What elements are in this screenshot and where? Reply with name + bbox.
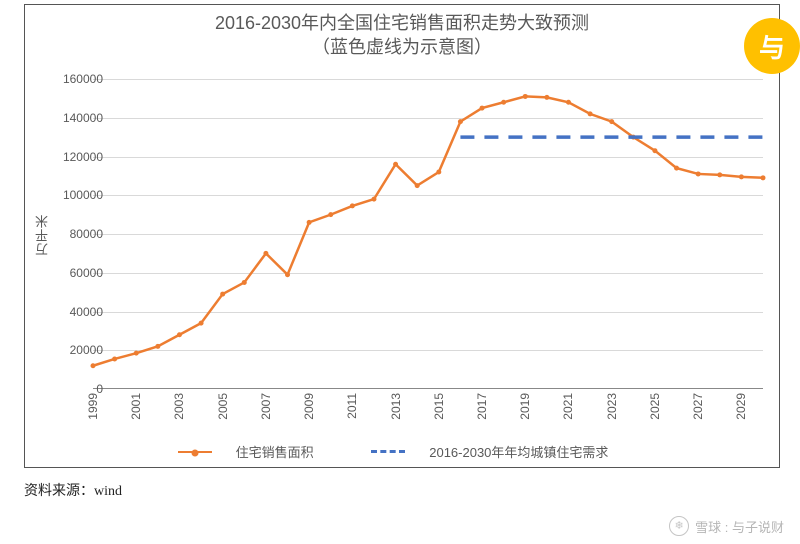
data-marker: [717, 172, 722, 177]
x-tick-label: 2001: [129, 393, 143, 420]
x-tick-label: 2009: [302, 393, 316, 420]
legend-label-demand: 2016-2030年年均城镇住宅需求: [429, 442, 608, 461]
chart-title: 2016-2030年内全国住宅销售面积走势大致预测 （蓝色虚线为示意图）: [25, 11, 779, 60]
x-tick-label: 2011: [345, 393, 359, 419]
x-tick-label: 2003: [172, 393, 186, 420]
source-label: 资料来源：wind: [24, 480, 122, 500]
legend-item-sales: 住宅销售面积: [178, 442, 332, 461]
y-tick-label: 100000: [63, 188, 103, 202]
data-marker: [609, 119, 614, 124]
x-tick-label: 2015: [432, 393, 446, 420]
y-tick-label: 20000: [70, 343, 103, 357]
data-marker: [739, 174, 744, 179]
data-marker: [177, 332, 182, 337]
data-marker: [480, 106, 485, 111]
y-tick-label: 160000: [63, 72, 103, 86]
data-marker: [91, 363, 96, 368]
data-marker: [155, 344, 160, 349]
x-tick-label: 2029: [734, 393, 748, 420]
legend-label-sales: 住宅销售面积: [236, 442, 314, 461]
data-marker: [436, 170, 441, 175]
x-tick-label: 2013: [389, 393, 403, 420]
title-line-2: （蓝色虚线为示意图）: [25, 35, 779, 59]
data-marker: [761, 175, 766, 180]
x-axis-line: [93, 388, 763, 389]
data-marker: [112, 356, 117, 361]
y-tick-label: 140000: [63, 111, 103, 125]
x-tick-label: 2025: [648, 393, 662, 420]
data-marker: [263, 251, 268, 256]
snowball-icon: [669, 516, 689, 536]
data-marker: [566, 100, 571, 105]
brand-badge: 与: [744, 18, 800, 74]
plot-area: [93, 79, 763, 389]
data-marker: [652, 148, 657, 153]
legend: 住宅销售面积 2016-2030年年均城镇住宅需求: [25, 441, 779, 462]
data-marker: [307, 220, 312, 225]
data-marker: [220, 292, 225, 297]
data-marker: [674, 166, 679, 171]
data-marker: [588, 111, 593, 116]
legend-swatch-sales: [178, 451, 212, 453]
x-tick-label: 2005: [216, 393, 230, 420]
title-line-1: 2016-2030年内全国住宅销售面积走势大致预测: [25, 11, 779, 35]
x-tick-label: 2017: [475, 393, 489, 420]
legend-swatch-demand: [371, 450, 405, 453]
data-marker: [501, 100, 506, 105]
watermark: 雪球 : 与子说财: [669, 516, 784, 536]
x-tick-label: 2019: [518, 393, 532, 420]
data-marker: [285, 272, 290, 277]
data-marker: [371, 197, 376, 202]
data-marker: [523, 94, 528, 99]
y-tick-label: 120000: [63, 150, 103, 164]
y-axis-label: 万平米: [33, 214, 52, 256]
data-marker: [415, 183, 420, 188]
watermark-text: 雪球 : 与子说财: [695, 517, 784, 536]
data-marker: [696, 171, 701, 176]
legend-item-demand: 2016-2030年年均城镇住宅需求: [371, 442, 626, 461]
y-tick-label: 80000: [70, 227, 103, 241]
x-tick-label: 2021: [561, 393, 575, 420]
x-tick-label: 2007: [259, 393, 273, 420]
data-marker: [199, 321, 204, 326]
x-tick-label: 2027: [691, 393, 705, 420]
x-ticks: 1999200120032005200720092011201320152017…: [93, 393, 763, 433]
chart-container: 2016-2030年内全国住宅销售面积走势大致预测 （蓝色虚线为示意图） 万平米…: [24, 4, 780, 468]
data-marker: [350, 203, 355, 208]
y-tick-label: 60000: [70, 266, 103, 280]
data-marker: [134, 351, 139, 356]
data-marker: [393, 162, 398, 167]
data-marker: [328, 212, 333, 217]
x-tick-label: 1999: [86, 393, 100, 420]
y-tick-label: 40000: [70, 305, 103, 319]
chart-lines: [93, 79, 763, 389]
data-marker: [458, 119, 463, 124]
data-marker: [242, 280, 247, 285]
data-marker: [544, 95, 549, 100]
x-tick-label: 2023: [605, 393, 619, 420]
